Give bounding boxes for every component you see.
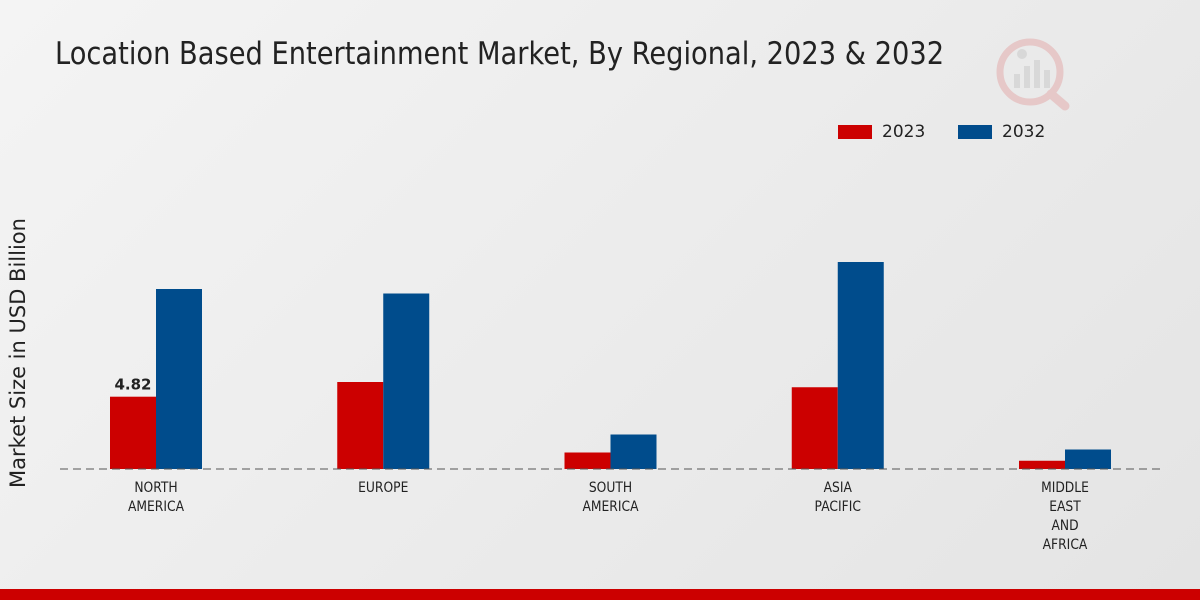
x-tick-label: AMERICA [582,499,638,515]
bar-2023-middle-east-and-africa [1019,460,1065,469]
bar-2032-asia-pacific [837,262,884,469]
bar-2023-north-america [110,396,156,469]
x-tick-label: AMERICA [128,499,184,515]
bar-2032-north-america [156,289,202,469]
legend-item-2023: 2023 [838,122,925,142]
x-tick-label: AND [1051,518,1078,534]
x-tick-label: AFRICA [1043,537,1088,553]
footer-accent-bar [0,589,1200,600]
x-tick-label: EAST [1049,499,1081,515]
brand-logo-icon [996,38,1070,111]
bar-2032-europe [383,293,430,469]
x-tick-label: MIDDLE [1041,480,1089,496]
bar-2032-south-america [610,434,657,469]
legend-label-2032: 2032 [1002,122,1046,142]
data-label: 4.82 [114,376,151,394]
legend-swatch-2032 [958,125,992,139]
bar-2023-south-america [564,452,611,469]
legend-item-2032: 2032 [958,122,1045,142]
legend-label-2023: 2023 [882,122,926,142]
x-tick-label: EUROPE [358,480,408,496]
bar-2023-asia-pacific [791,387,838,469]
bar-2032-middle-east-and-africa [1065,449,1111,469]
bar-2023-europe [337,382,384,469]
x-tick-label: ASIA [824,480,852,496]
x-tick-label: SOUTH [589,480,632,496]
legend-swatch-2023 [838,125,872,139]
chart-title: Location Based Entertainment Market, By … [55,36,945,72]
x-tick-label: PACIFIC [815,499,861,515]
x-tick-label: NORTH [134,480,177,496]
